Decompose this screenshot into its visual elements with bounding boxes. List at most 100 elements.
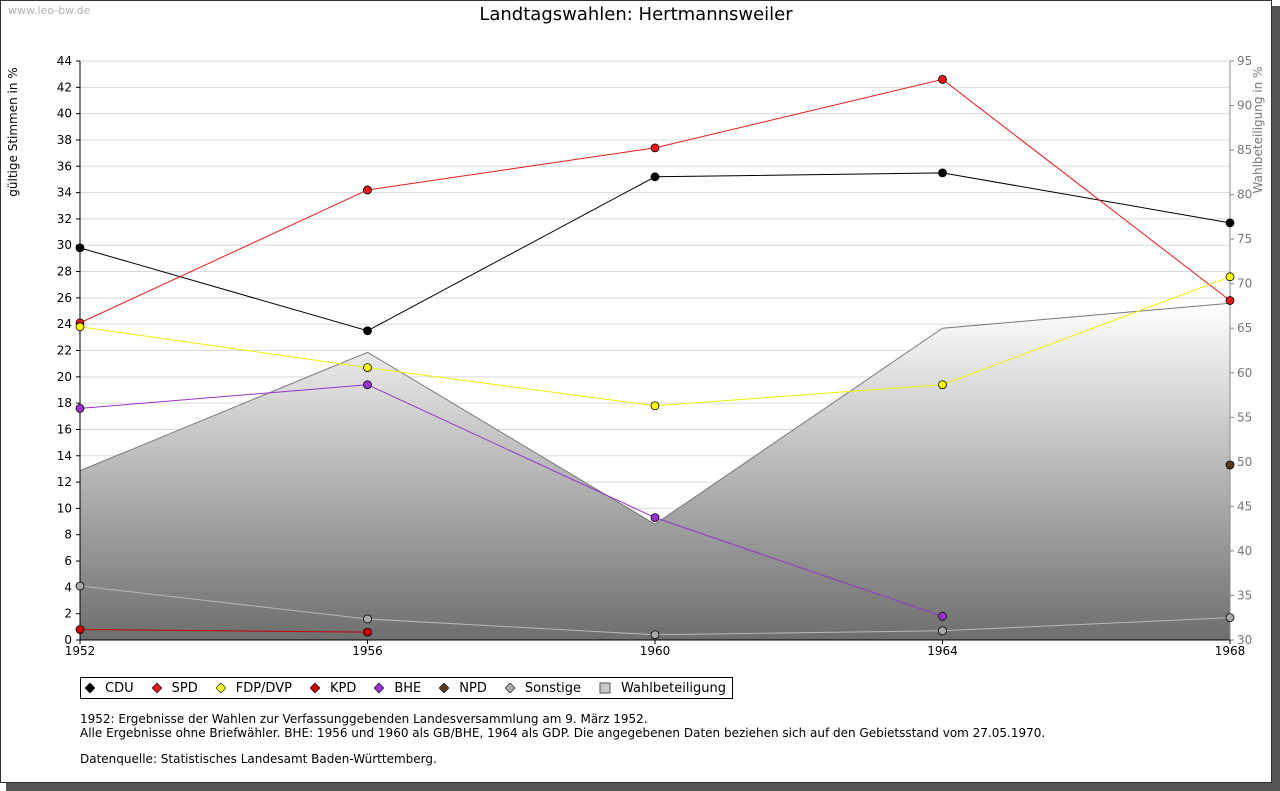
plot-area: 0246810121416182022242628303234363840424… bbox=[6, 54, 1265, 658]
legend-item-spd: SPD bbox=[151, 680, 198, 696]
x-tick-label-1952: 1952 bbox=[65, 644, 96, 658]
point-sonstige-1964 bbox=[938, 626, 947, 636]
y-tick-label-38: 38 bbox=[57, 133, 72, 147]
x-tick-label-1960: 1960 bbox=[640, 644, 671, 658]
point-spd-1964 bbox=[938, 75, 947, 84]
point-npd-1968 bbox=[1225, 460, 1235, 470]
y2-tick-label-45: 45 bbox=[1237, 499, 1252, 513]
point-fdp-dvp-1964 bbox=[938, 380, 947, 390]
legend-label-spd: SPD bbox=[171, 680, 198, 696]
point-spd-1968 bbox=[1225, 296, 1235, 305]
y-tick-label-32: 32 bbox=[57, 212, 72, 226]
y-tick-label-22: 22 bbox=[57, 344, 72, 358]
y2-tick-label-85: 85 bbox=[1237, 143, 1252, 157]
y-tick-label-8: 8 bbox=[64, 528, 72, 542]
footnote-1952: 1952: Ergebnisse der Wahlen zur Verfassu… bbox=[80, 712, 648, 726]
y2-tick-label-30: 30 bbox=[1237, 633, 1252, 647]
legend-item-npd: NPD bbox=[439, 681, 487, 696]
legend-marker-kpd bbox=[309, 683, 320, 693]
legend-item-cdu: CDU bbox=[85, 681, 134, 696]
y2-tick-label-60: 60 bbox=[1237, 366, 1252, 380]
point-cdu-1960 bbox=[650, 172, 660, 182]
y-tick-label-16: 16 bbox=[57, 422, 72, 436]
point-cdu-1964 bbox=[938, 168, 947, 178]
legend-marker-spd bbox=[151, 683, 162, 693]
y-tick-label-14: 14 bbox=[57, 449, 72, 463]
frame-shadow-right bbox=[1272, 6, 1280, 791]
legend-marker-cdu bbox=[85, 683, 95, 693]
legend-label-wahlbeteiligung: Wahlbeteiligung bbox=[621, 680, 727, 696]
point-bhe-1952 bbox=[75, 403, 85, 413]
series-line-cdu-0 bbox=[79, 172, 1231, 332]
x-tick-label-1968: 1968 bbox=[1215, 644, 1246, 658]
y-tick-label-10: 10 bbox=[57, 501, 72, 515]
point-cdu-1956 bbox=[363, 326, 372, 336]
y-tick-label-20: 20 bbox=[57, 370, 72, 384]
frame-shadow-bottom bbox=[6, 783, 1280, 791]
point-sonstige-1960 bbox=[650, 630, 660, 640]
point-sonstige-1952 bbox=[75, 581, 85, 591]
y-tick-label-18: 18 bbox=[57, 396, 72, 410]
point-bhe-1960 bbox=[650, 513, 660, 523]
footnotes: 1952: Ergebnisse der Wahlen zur Verfassu… bbox=[80, 712, 1045, 766]
legend-item-wahlbeteiligung: Wahlbeteiligung bbox=[599, 681, 726, 696]
point-bhe-1964 bbox=[938, 611, 947, 621]
y2-tick-label-65: 65 bbox=[1237, 321, 1252, 335]
point-fdp-dvp-1968 bbox=[1225, 272, 1235, 282]
y-tick-label-30: 30 bbox=[57, 238, 72, 252]
turnout-area-fill bbox=[80, 303, 1230, 640]
y2-tick-label-75: 75 bbox=[1237, 232, 1252, 246]
y2-tick-label-70: 70 bbox=[1237, 277, 1252, 291]
point-sonstige-1956 bbox=[363, 614, 372, 624]
y-tick-label-12: 12 bbox=[57, 475, 72, 489]
point-fdp-dvp-1960 bbox=[650, 401, 660, 411]
legend-label-bhe: BHE bbox=[394, 680, 422, 696]
axes: 0246810121416182022242628303234363840424… bbox=[57, 54, 1253, 658]
footnote-source: Datenquelle: Statistisches Landesamt Bad… bbox=[80, 752, 437, 766]
legend: CDU SPD FDP/DVP KPD BHE NPD Sonstige Wah… bbox=[80, 677, 734, 699]
y2-tick-label-55: 55 bbox=[1237, 410, 1252, 424]
legend-marker-npd bbox=[439, 683, 450, 693]
series-line-kpd-0 bbox=[79, 628, 368, 633]
y-tick-label-2: 2 bbox=[64, 607, 72, 621]
y2-tick-label-40: 40 bbox=[1237, 544, 1252, 558]
footnote-general: Alle Ergebnisse ohne Briefwähler. BHE: 1… bbox=[80, 726, 1046, 740]
y2-axis-label: Wahlbeteiligung in % bbox=[1251, 67, 1265, 194]
series-line-bhe-0 bbox=[79, 384, 943, 617]
y2-tick-label-50: 50 bbox=[1237, 455, 1252, 469]
y-axis-label: gültige Stimmen in % bbox=[6, 67, 20, 196]
watermark: www.leo-bw.de bbox=[8, 4, 91, 17]
point-kpd-1956 bbox=[363, 627, 372, 637]
y-tick-label-28: 28 bbox=[57, 265, 72, 279]
point-spd-1960 bbox=[650, 143, 660, 153]
turnout-area-edge bbox=[79, 302, 1231, 525]
point-kpd-1952 bbox=[75, 625, 85, 634]
legend-label-sonstige: Sonstige bbox=[524, 680, 582, 696]
point-cdu-1968 bbox=[1225, 218, 1235, 228]
point-spd-1956 bbox=[363, 185, 372, 195]
y-tick-label-40: 40 bbox=[57, 107, 72, 121]
point-sonstige-1968 bbox=[1225, 613, 1235, 623]
y-tick-label-6: 6 bbox=[64, 554, 72, 568]
legend-label-kpd: KPD bbox=[329, 680, 357, 696]
legend-item-kpd: KPD bbox=[309, 680, 357, 696]
y-tick-label-44: 44 bbox=[57, 54, 72, 68]
point-cdu-1952 bbox=[75, 243, 85, 253]
series-line-spd-0 bbox=[79, 78, 1231, 324]
y-tick-label-24: 24 bbox=[57, 317, 72, 331]
turnout-area bbox=[79, 302, 1231, 640]
legend-marker-sonstige bbox=[504, 683, 515, 693]
legend-label-npd: NPD bbox=[459, 680, 487, 696]
y2-tick-label-90: 90 bbox=[1237, 99, 1252, 113]
y-tick-label-26: 26 bbox=[57, 291, 72, 305]
point-fdp-dvp-1956 bbox=[363, 363, 372, 373]
x-tick-label-1956: 1956 bbox=[352, 644, 383, 658]
y2-tick-label-95: 95 bbox=[1237, 54, 1252, 68]
y-tick-label-0: 0 bbox=[64, 633, 72, 647]
legend-marker-wahlbeteiligung bbox=[599, 682, 611, 694]
chart-title: Landtagswahlen: Hertmannsweiler bbox=[479, 4, 793, 25]
y-tick-label-4: 4 bbox=[64, 580, 72, 594]
point-fdp-dvp-1952 bbox=[75, 322, 85, 332]
legend-marker-bhe bbox=[374, 683, 385, 693]
y-tick-label-36: 36 bbox=[57, 159, 72, 173]
